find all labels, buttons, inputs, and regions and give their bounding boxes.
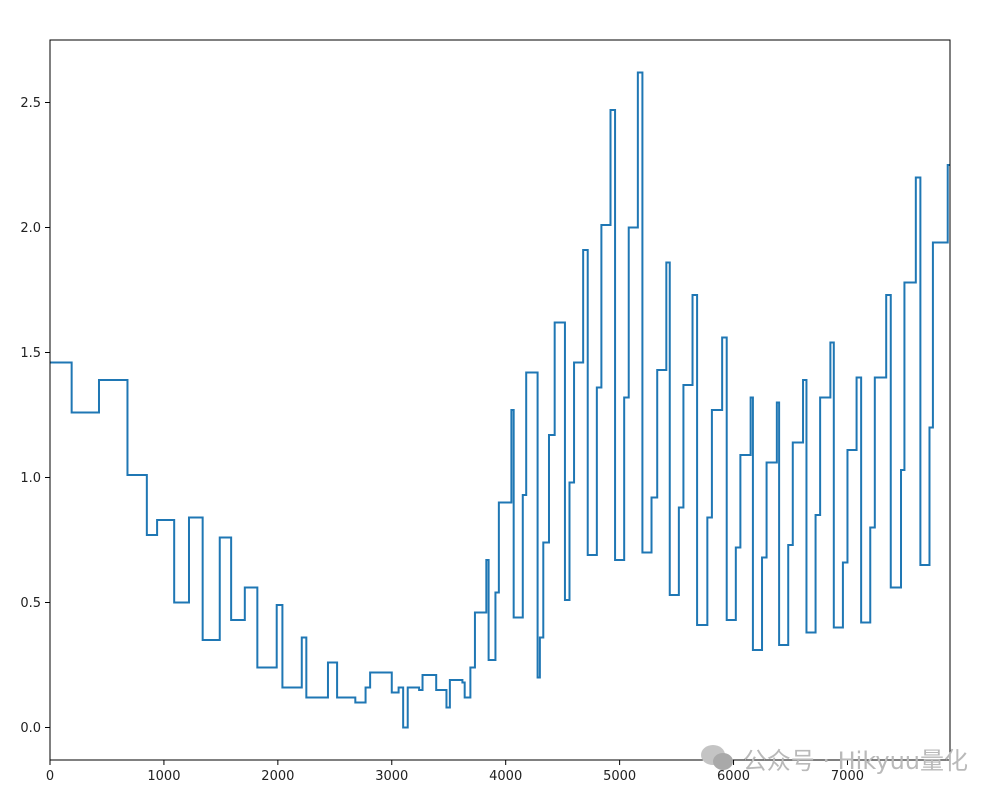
y-tick-label: 2.0 [20,221,41,236]
plot-area [50,40,950,760]
plot-frame [49,39,951,761]
y-tick-label: 0.5 [20,596,41,611]
x-tick-label: 4000 [489,769,522,784]
x-tick-label: 6000 [717,769,750,784]
y-tick-label: 1.0 [20,471,41,486]
y-tick-label: 0.0 [20,721,41,736]
x-axis: 0 1000 2000 3000 4000 5000 6000 7000 [46,760,864,784]
x-tick-label: 3000 [375,769,408,784]
x-tick-label: 1000 [147,769,180,784]
watermark: 公众号 · Hikyuu量化 [700,741,968,776]
x-tick-label: 5000 [603,769,636,784]
y-tick-label: 2.5 [20,96,41,111]
series-line [50,71,950,729]
watermark-text: 公众号 · Hikyuu量化 [742,747,968,775]
wechat-icon [700,744,735,773]
y-axis: 0.0 0.5 1.0 1.5 2.0 2.5 [20,96,50,736]
y-tick-label: 1.5 [20,346,41,361]
x-tick-label: 0 [46,769,54,784]
x-tick-label: 7000 [831,769,864,784]
x-tick-label: 2000 [261,769,294,784]
